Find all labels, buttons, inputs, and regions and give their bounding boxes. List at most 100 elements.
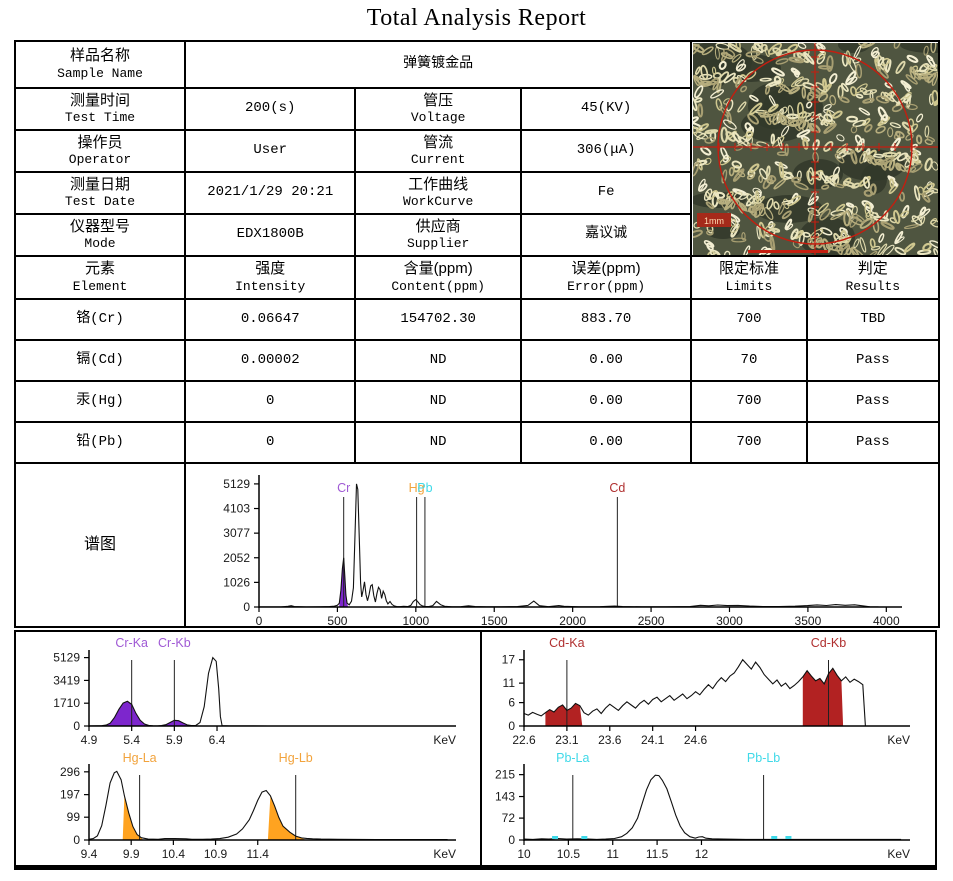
svg-text:4103: 4103 [223,502,250,516]
svg-text:197: 197 [60,788,80,802]
svg-text:11: 11 [607,847,620,861]
info-label-2-cn: 操作员 [77,133,123,151]
info-label2-4: 供应商 Supplier [354,213,522,257]
svg-text:Cd-Kb: Cd-Kb [811,636,846,650]
info-label-3-en: Test Date [64,194,136,210]
svg-text:Cr-Ka: Cr-Ka [115,636,148,650]
svg-text:9.9: 9.9 [123,847,140,861]
svg-text:0: 0 [508,833,515,847]
svg-text:Pb-Lb: Pb-Lb [747,752,780,765]
info-label-0-en: Sample Name [57,65,143,81]
svg-text:6.4: 6.4 [209,733,226,747]
element-row-1-limit: 70 [690,339,808,382]
element-row-2-intensity: 0 [183,380,357,423]
element-row-2-element: 汞(Hg) [14,380,186,423]
svg-text:99: 99 [67,810,81,824]
svg-text:Pb-La: Pb-La [556,752,589,765]
spectrum-cell: Cr Hg Pb Cd 0 1026 2052 3077 4103 5129 0 500 1000 150… [184,462,940,628]
info-value-2: User [183,129,357,173]
svg-text:500: 500 [327,614,347,625]
report-table: 样品名称 Sample Name 弹簧镀金品 1mm 测量时间 Test Time 200(… [14,40,941,628]
element-row-2-content: ND [354,380,522,423]
svg-text:24.1: 24.1 [641,733,665,747]
svg-text:72: 72 [502,811,516,825]
info-value-3: 2021/1/29 20:21 [183,171,357,215]
photo-scale-label: 1mm [704,216,724,226]
svg-text:1710: 1710 [53,696,80,710]
column-header-1-en: Intensity [235,278,306,294]
info-label2-1-cn: 管压 [423,91,454,109]
info-label2-1-en: Voltage [410,110,466,126]
report-title: Total Analysis Report [366,5,587,31]
info-value-1: 200(s) [183,87,357,131]
info-label2-4-cn: 供应商 [415,217,461,235]
svg-text:KeV: KeV [887,847,910,861]
svg-text:10: 10 [517,847,531,861]
svg-text:17: 17 [502,653,516,667]
element-row-0-limit: 700 [690,298,808,341]
svg-text:Hg: Hg [409,481,425,495]
svg-text:Pb: Pb [417,481,432,495]
column-header-2: 含量(ppm) Content(ppm) [354,255,522,300]
svg-text:11.4: 11.4 [247,847,270,861]
svg-text:23.1: 23.1 [555,733,579,747]
svg-text:4000: 4000 [873,614,900,625]
svg-text:11.5: 11.5 [646,847,669,861]
svg-text:1026: 1026 [223,575,250,589]
column-header-4-cn: 限定标准 [718,260,779,277]
column-header-4: 限定标准 Limits [690,255,808,300]
element-row-1-error: 0.00 [519,339,693,382]
cd-spectrum-chart: Cd-Ka Cd-Kb 0 6 11 17 22.6 23.1 23.6 24.1 24.6 KeV [502,636,910,747]
info-value-4: EDX1800B [183,213,357,257]
info-label-3: 测量日期 Test Date [14,171,186,215]
svg-text:Cr-Kb: Cr-Kb [158,636,191,650]
svg-text:Cd: Cd [609,481,625,495]
svg-text:10.4: 10.4 [162,847,186,861]
svg-text:0: 0 [508,719,515,733]
svg-text:3000: 3000 [716,614,743,625]
info-label2-2-cn: 管流 [423,133,454,151]
svg-text:3419: 3419 [53,673,80,687]
svg-text:KeV: KeV [887,733,910,747]
svg-text:3500: 3500 [795,614,822,625]
info-value2-1: 45(KV) [519,87,693,131]
svg-text:296: 296 [60,765,80,779]
element-row-1-intensity: 0.00002 [183,339,357,382]
column-header-0-cn: 元素 [84,260,115,277]
svg-text:Cr: Cr [337,481,350,495]
svg-text:1000: 1000 [402,614,429,625]
svg-text:9.4: 9.4 [81,847,98,861]
info-label2-2: 管流 Current [354,129,522,173]
charts-right-column: Cd-Ka Cd-Kb 0 6 11 17 22.6 23.1 23.6 24.1 24.6 KeV … [482,632,933,865]
column-header-2-cn: 含量(ppm) [403,260,473,277]
column-header-1-cn: 强度 [255,260,286,277]
hg-spectrum-chart: Hg-La Hg-Lb 0 99 197 296 9.4 9.9 10.4 10.9 11.4 KeV [60,752,456,861]
svg-text:4.9: 4.9 [81,733,98,747]
info-value2-4: 嘉议诚 [519,213,693,257]
svg-text:5.4: 5.4 [123,733,140,747]
svg-text:6: 6 [508,696,515,710]
info-label2-3-en: WorkCurve [403,194,474,210]
column-header-2-en: Content(ppm) [391,278,485,294]
element-row-1-result: Pass [805,339,941,382]
charts-left-column: Cr-Ka Cr-Kb 0 1710 3419 5129 4.9 5.4 5.9 6.4 KeV H… [16,632,482,865]
element-row-1-element: 镉(Cd) [14,339,186,382]
column-header-0-en: Element [72,278,128,294]
svg-text:12: 12 [695,847,709,861]
svg-text:Cd-Ka: Cd-Ka [549,636,584,650]
svg-text:22.6: 22.6 [512,733,536,747]
column-header-0: 元素 Element [14,255,186,300]
info-label-4: 仪器型号 Mode [14,213,186,257]
info-label2-3: 工作曲线 WorkCurve [354,171,522,215]
info-label-3-cn: 测量日期 [69,175,130,193]
element-row-2-result: Pass [805,380,941,423]
svg-text:KeV: KeV [433,847,456,861]
info-label2-4-en: Supplier [406,236,470,252]
svg-text:5129: 5129 [53,651,80,665]
svg-text:1500: 1500 [481,614,508,625]
info-value2-3: Fe [519,171,693,215]
info-label-1-cn: 测量时间 [69,91,130,109]
element-row-3-element: 铅(Pb) [14,421,186,464]
sample-photo-cell: 1mm [690,40,940,257]
info-label2-2-en: Current [410,152,466,168]
